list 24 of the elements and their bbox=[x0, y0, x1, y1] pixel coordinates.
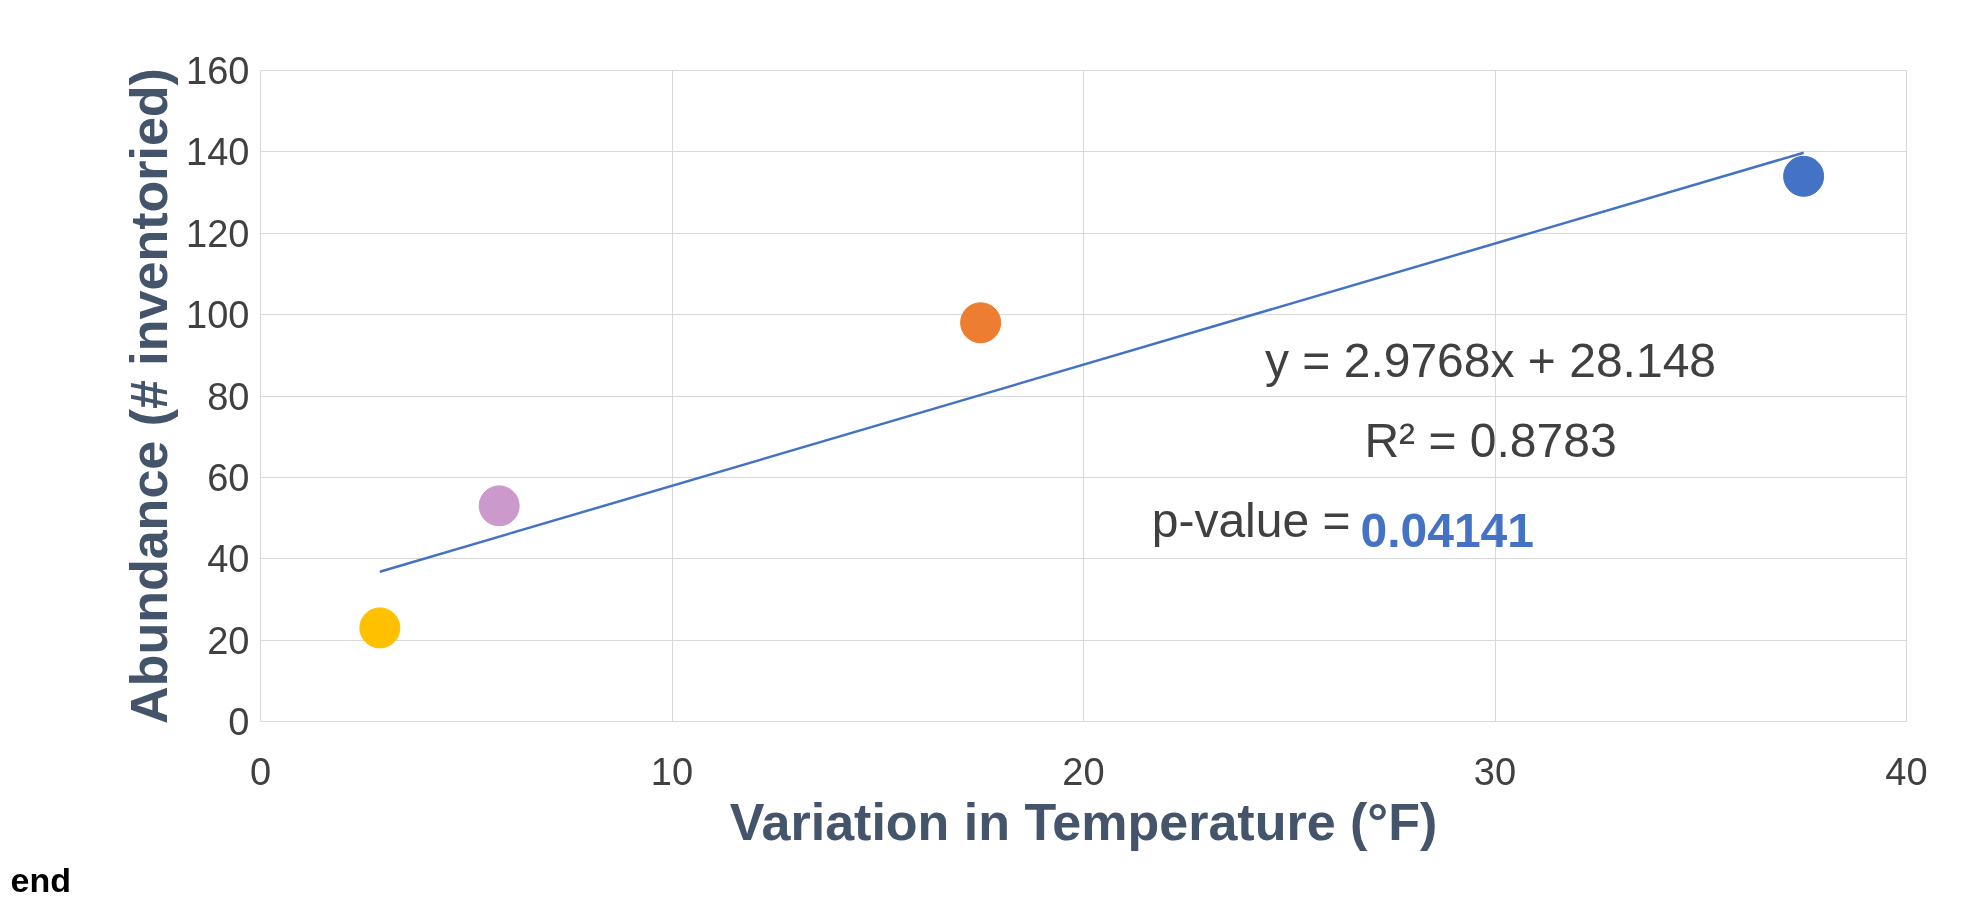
annotation: R² = 0.8783 bbox=[1364, 413, 1617, 467]
y-tick-label: 0 bbox=[228, 701, 250, 743]
annotation: 0.04141 bbox=[1360, 503, 1535, 557]
x-axis-title: Variation in Temperature (°F) bbox=[729, 792, 1438, 851]
y-tick-label: 80 bbox=[207, 375, 250, 418]
y-tick-label: 140 bbox=[186, 131, 250, 174]
point bbox=[359, 607, 401, 649]
y-tick-label: 40 bbox=[207, 538, 250, 581]
x-tick-label: 20 bbox=[1062, 750, 1105, 793]
y-tick-label: 100 bbox=[186, 294, 250, 337]
annotation: p-value = bbox=[1151, 493, 1351, 547]
point bbox=[478, 485, 520, 527]
y-axis-title: Abundance (# inventoried) bbox=[120, 68, 179, 724]
y-tick-label: 20 bbox=[207, 619, 250, 662]
y-tick-label: 160 bbox=[186, 50, 250, 92]
point bbox=[960, 302, 1002, 344]
annotation: y = 2.9768x + 28.148 bbox=[1264, 333, 1717, 387]
y-tick-label: 120 bbox=[186, 212, 250, 255]
x-tick-label: 30 bbox=[1473, 750, 1517, 793]
y-tick-label: 60 bbox=[207, 456, 250, 499]
point bbox=[1783, 155, 1825, 197]
x-tick-label: 10 bbox=[650, 750, 694, 793]
text: end bbox=[10, 860, 71, 899]
x-tick-label: 40 bbox=[1885, 750, 1928, 793]
